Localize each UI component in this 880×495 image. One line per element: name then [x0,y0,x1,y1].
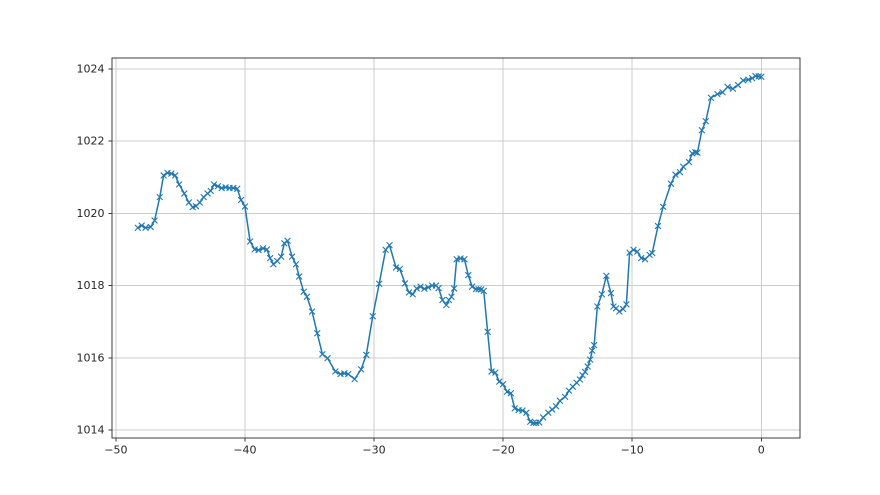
axes-spines [111,57,801,439]
tick-layer: −50 −40 −30 −20 −10 0 1014 1016 1018 1020 1022 1024 [77,62,765,456]
y-tick-label: 1018 [77,279,105,292]
x-tick-label: −40 [233,444,256,457]
x-tick-label: −10 [621,444,644,457]
y-tick-label: 1020 [77,207,105,220]
x-tick-label: 0 [758,444,765,457]
pressure-line [137,75,763,424]
y-tick-label: 1024 [77,62,105,75]
y-tick-label: 1022 [77,135,105,148]
plot-border [111,57,801,439]
x-tick-label: −30 [362,444,385,457]
y-tick-label: 1014 [77,424,105,437]
x-tick-label: −20 [492,444,515,457]
grid-layer [112,58,800,438]
y-tick-label: 1016 [77,351,105,364]
data-point-markers [134,72,765,426]
series-layer [134,72,765,426]
x-tick-label: −50 [104,444,127,457]
